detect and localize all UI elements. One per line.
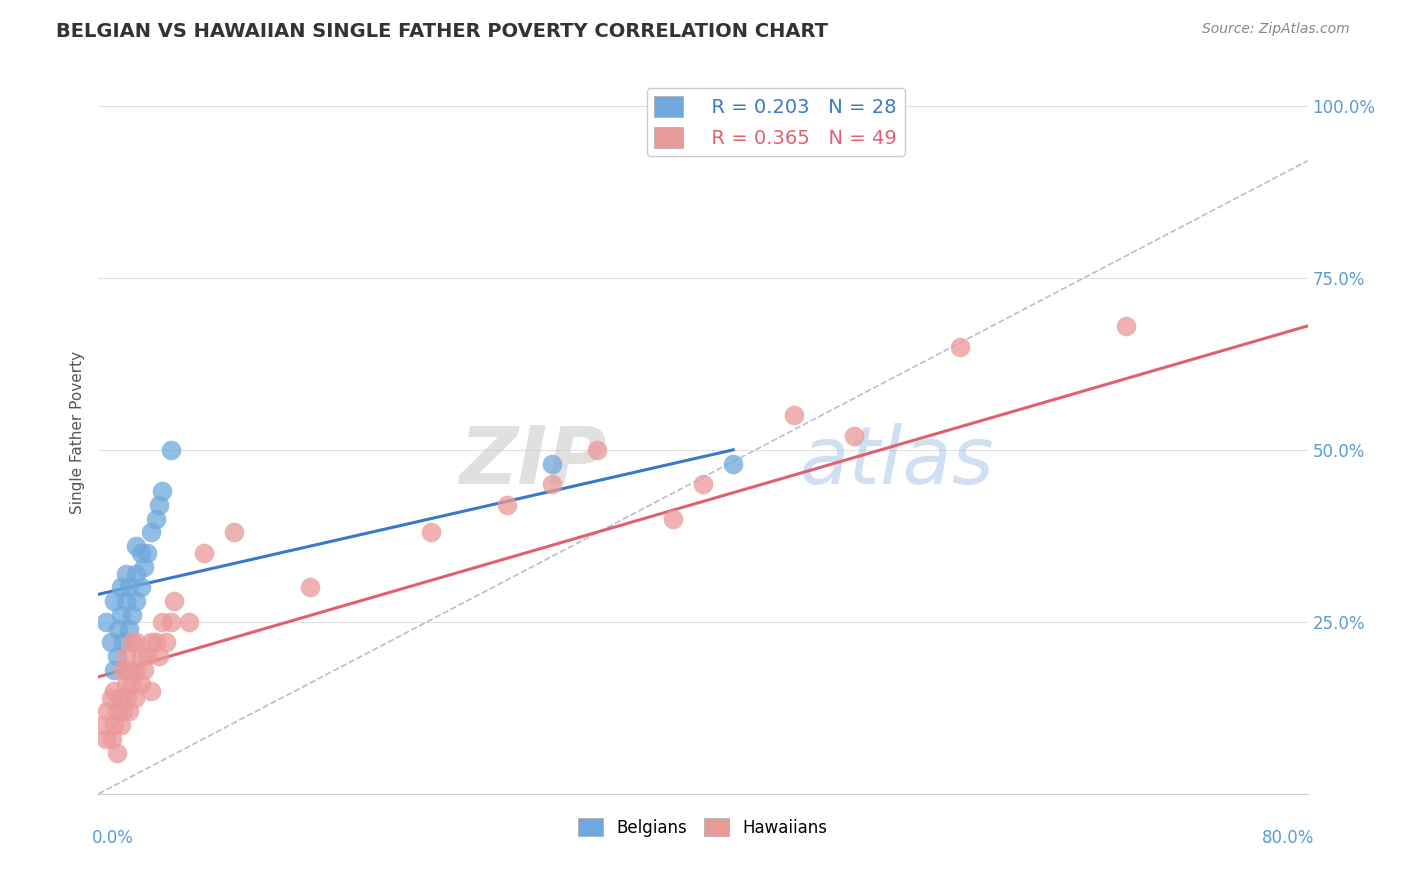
Point: [118, 663, 141, 677]
Point: [105, 649, 128, 664]
Point: [111, 704, 134, 718]
Point: [150, 484, 173, 499]
Point: [105, 704, 128, 718]
Point: [114, 677, 136, 691]
Point: [150, 615, 173, 629]
Point: [420, 525, 443, 540]
Point: [148, 649, 170, 664]
Point: [135, 546, 157, 560]
Point: [179, 615, 201, 629]
Point: [141, 635, 163, 649]
Point: [103, 718, 125, 732]
Point: [115, 690, 138, 705]
Point: [100, 635, 122, 649]
Point: [96, 704, 118, 718]
Point: [91, 718, 114, 732]
Point: [540, 457, 562, 471]
Point: [129, 581, 152, 595]
Point: [586, 442, 609, 457]
Point: [114, 649, 136, 664]
Point: [121, 677, 143, 691]
Point: [100, 690, 122, 705]
Point: [224, 525, 246, 540]
Point: [141, 525, 163, 540]
Point: [160, 442, 183, 457]
Point: [110, 718, 132, 732]
Point: [129, 546, 152, 560]
Point: [844, 429, 866, 443]
Text: Source: ZipAtlas.com: Source: ZipAtlas.com: [1202, 22, 1350, 37]
Point: [540, 477, 562, 491]
Point: [105, 746, 128, 760]
Point: [129, 649, 152, 664]
Y-axis label: Single Father Poverty: Single Father Poverty: [69, 351, 84, 514]
Point: [110, 607, 132, 622]
Point: [132, 559, 155, 574]
Point: [692, 477, 714, 491]
Point: [129, 677, 152, 691]
Point: [118, 704, 141, 718]
Point: [299, 581, 322, 595]
Point: [110, 581, 132, 595]
Point: [118, 581, 141, 595]
Point: [163, 594, 186, 608]
Text: ZIP: ZIP: [458, 423, 606, 500]
Point: [125, 663, 148, 677]
Point: [118, 622, 141, 636]
Point: [124, 690, 146, 705]
Point: [111, 635, 134, 649]
Legend: Belgians, Hawaiians: Belgians, Hawaiians: [572, 812, 834, 843]
Point: [949, 340, 972, 354]
Point: [101, 731, 124, 746]
Point: [141, 683, 163, 698]
Point: [145, 511, 167, 525]
Point: [108, 690, 131, 705]
Point: [125, 594, 148, 608]
Point: [114, 566, 136, 581]
Point: [783, 409, 806, 423]
Point: [125, 635, 148, 649]
Text: 80.0%: 80.0%: [1263, 829, 1315, 847]
Point: [111, 663, 134, 677]
Point: [125, 566, 148, 581]
Point: [94, 731, 117, 746]
Point: [94, 615, 117, 629]
Point: [155, 635, 177, 649]
Point: [135, 649, 157, 664]
Point: [121, 607, 143, 622]
Point: [193, 546, 215, 560]
Point: [160, 615, 183, 629]
Text: BELGIAN VS HAWAIIAN SINGLE FATHER POVERTY CORRELATION CHART: BELGIAN VS HAWAIIAN SINGLE FATHER POVERT…: [56, 22, 828, 41]
Point: [661, 511, 683, 525]
Point: [114, 594, 136, 608]
Point: [148, 498, 170, 512]
Point: [1115, 318, 1137, 333]
Point: [121, 635, 143, 649]
Text: 0.0%: 0.0%: [91, 829, 134, 847]
Point: [103, 663, 125, 677]
Point: [723, 457, 745, 471]
Point: [495, 498, 517, 512]
Text: atlas: atlas: [800, 423, 994, 500]
Point: [107, 622, 129, 636]
Point: [132, 663, 155, 677]
Point: [103, 683, 125, 698]
Point: [145, 635, 167, 649]
Point: [125, 539, 148, 553]
Point: [103, 594, 125, 608]
